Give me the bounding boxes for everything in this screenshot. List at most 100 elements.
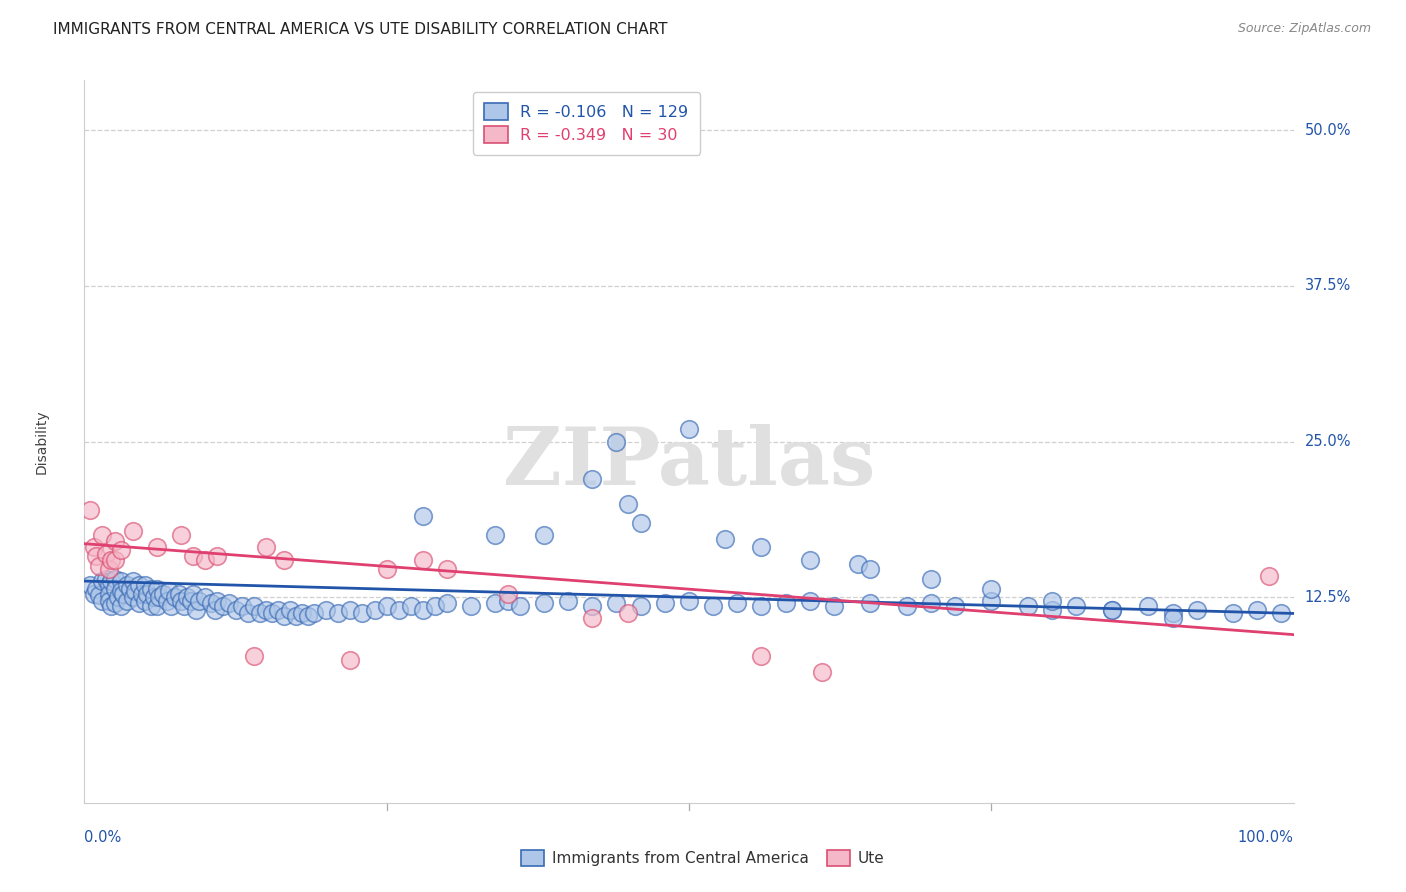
Point [146, 582, 169, 596]
Point [112, 586, 135, 600]
Point [980, 582, 1002, 596]
Point [436, 561, 458, 575]
Point [139, 599, 162, 613]
Point [725, 597, 748, 611]
Point [1161, 607, 1184, 621]
Point [110, 584, 132, 599]
Point [146, 599, 169, 613]
Point [107, 591, 129, 605]
Point [160, 599, 183, 613]
Point [86, 549, 108, 563]
Point [605, 597, 627, 611]
Point [980, 594, 1002, 608]
Point [94, 547, 117, 561]
Point [436, 597, 458, 611]
Point [617, 607, 640, 621]
Point [91, 574, 114, 588]
Point [249, 607, 271, 621]
Point [170, 528, 193, 542]
Point [278, 603, 301, 617]
Point [943, 599, 966, 613]
Point [254, 603, 277, 617]
Point [1222, 607, 1244, 621]
Point [751, 648, 773, 663]
Point [297, 609, 319, 624]
Point [714, 532, 737, 546]
Point [218, 597, 240, 611]
Point [859, 597, 882, 611]
Point [799, 553, 821, 567]
Text: 50.0%: 50.0% [1305, 122, 1351, 137]
Point [91, 594, 114, 608]
Point [100, 574, 122, 588]
Point [184, 603, 207, 617]
Point [115, 578, 138, 592]
Point [1101, 603, 1123, 617]
Point [302, 607, 325, 621]
Point [181, 549, 204, 563]
Point [121, 524, 143, 539]
Point [617, 497, 640, 511]
Point [775, 597, 797, 611]
Text: 37.5%: 37.5% [1305, 278, 1351, 293]
Point [273, 553, 295, 567]
Point [134, 594, 156, 608]
Point [79, 578, 101, 592]
Point [134, 578, 156, 592]
Point [124, 584, 146, 599]
Point [83, 586, 105, 600]
Point [83, 541, 105, 555]
Point [1040, 603, 1063, 617]
Point [291, 607, 314, 621]
Point [115, 594, 138, 608]
Point [533, 528, 555, 542]
Point [181, 586, 204, 600]
Text: 12.5%: 12.5% [1305, 590, 1351, 605]
Point [100, 599, 122, 613]
Point [225, 603, 247, 617]
Point [110, 599, 132, 613]
Point [533, 597, 555, 611]
Point [97, 594, 120, 608]
Point [139, 582, 162, 596]
Point [751, 599, 773, 613]
Point [121, 574, 143, 588]
Point [339, 603, 361, 617]
Point [581, 611, 603, 625]
Point [110, 542, 132, 557]
Point [630, 599, 652, 613]
Text: Disability: Disability [35, 409, 49, 474]
Point [1161, 611, 1184, 625]
Point [654, 597, 676, 611]
Point [1270, 607, 1292, 621]
Point [363, 603, 385, 617]
Point [91, 528, 114, 542]
Point [678, 422, 700, 436]
Point [97, 586, 120, 600]
Legend: R = -0.106   N = 129, R = -0.349   N = 30: R = -0.106 N = 129, R = -0.349 N = 30 [472, 92, 700, 154]
Point [165, 591, 187, 605]
Point [155, 594, 177, 608]
Point [104, 553, 127, 567]
Point [581, 599, 603, 613]
Point [460, 599, 482, 613]
Text: 100.0%: 100.0% [1237, 830, 1294, 846]
Point [496, 594, 519, 608]
Point [131, 586, 153, 600]
Point [86, 582, 108, 596]
Point [100, 553, 122, 567]
Point [412, 509, 434, 524]
Point [97, 578, 120, 592]
Point [104, 572, 127, 586]
Point [1101, 603, 1123, 617]
Text: 0.0%: 0.0% [84, 830, 121, 846]
Point [375, 599, 398, 613]
Point [412, 603, 434, 617]
Text: IMMIGRANTS FROM CENTRAL AMERICA VS UTE DISABILITY CORRELATION CHART: IMMIGRANTS FROM CENTRAL AMERICA VS UTE D… [53, 22, 668, 37]
Point [104, 597, 127, 611]
Point [920, 572, 942, 586]
Point [509, 599, 531, 613]
Point [1258, 569, 1281, 583]
Point [110, 574, 132, 588]
Point [896, 599, 918, 613]
